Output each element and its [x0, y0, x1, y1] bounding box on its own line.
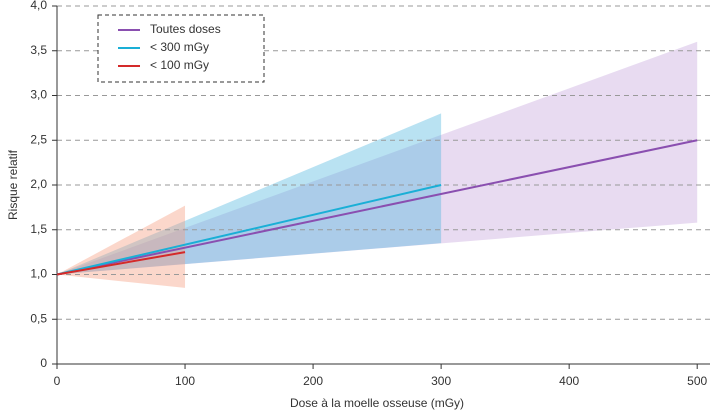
legend-label: < 300 mGy [150, 40, 209, 54]
y-tick-label: 1,5 [30, 222, 47, 236]
x-tick-label: 400 [559, 374, 579, 388]
y-tick-label: 0 [40, 356, 47, 370]
legend: Toutes doses < 300 mGy < 100 mGy [97, 14, 265, 83]
y-tick-label: 3,5 [30, 43, 47, 57]
y-axis-label: Risque relatif [6, 149, 20, 220]
x-axis-label: Dose à la moelle osseuse (mGy) [290, 396, 464, 410]
y-tick-label: 4,0 [30, 0, 47, 12]
confidence-band [57, 205, 186, 288]
line [56, 184, 442, 276]
x-tick-label: 200 [303, 374, 323, 388]
y-tick-label: 3,0 [30, 88, 47, 102]
legend-label: < 100 mGy [150, 58, 209, 72]
line [56, 251, 186, 276]
y-tick-label: 1,0 [30, 267, 47, 281]
x-tick-label: 300 [431, 374, 451, 388]
legend-label: Toutes doses [150, 22, 221, 36]
y-tick-label: 2,0 [30, 177, 47, 191]
line [56, 139, 698, 276]
x-tick-label: 100 [175, 374, 195, 388]
confidence-band [57, 113, 442, 275]
x-tick-label: 500 [687, 374, 707, 388]
y-tick-label: 0,5 [30, 311, 47, 325]
confidence-band [57, 41, 698, 275]
x-tick-label: 0 [54, 374, 61, 388]
y-tick-label: 2,5 [30, 132, 47, 146]
